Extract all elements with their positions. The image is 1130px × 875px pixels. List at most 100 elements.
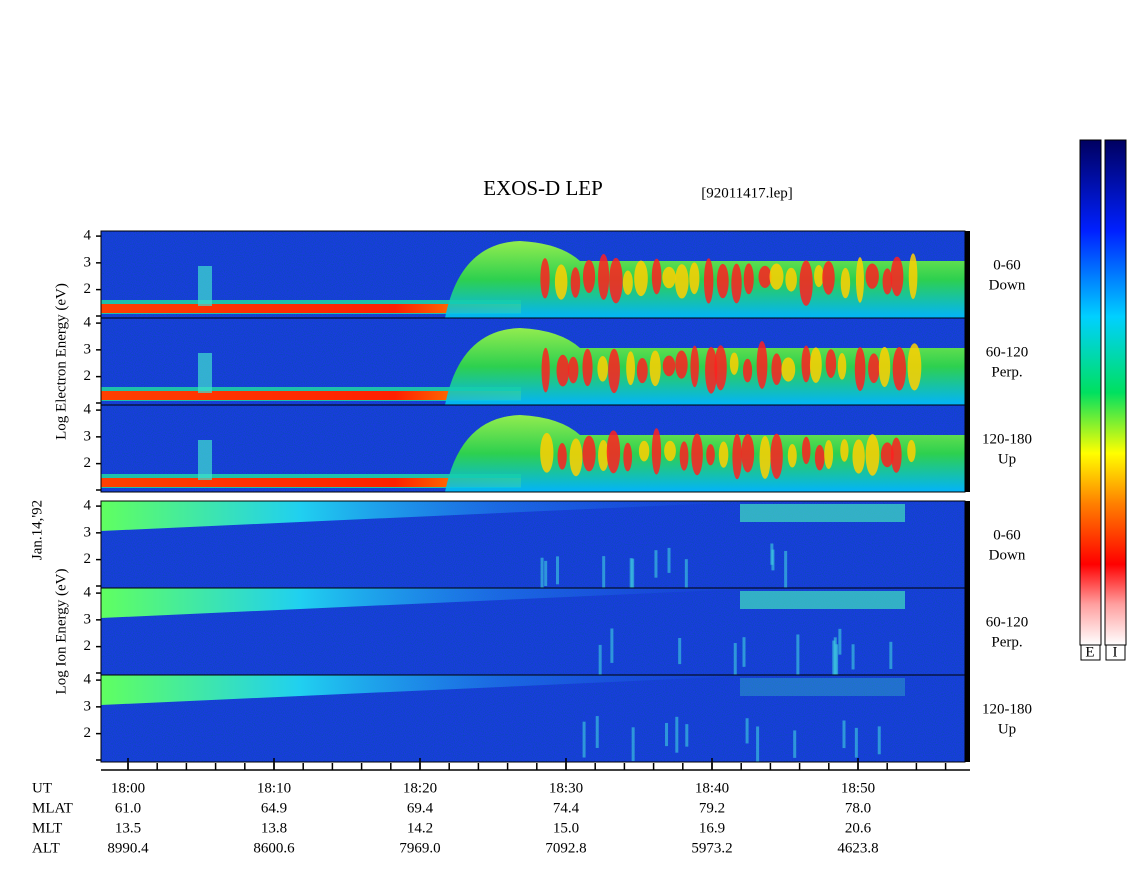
spectrogram-blob (540, 432, 554, 473)
spectrogram-streak (685, 724, 689, 747)
spectrogram-blob (732, 433, 742, 480)
panel-label: Up (998, 451, 1016, 467)
row-label: MLT (32, 820, 62, 836)
spectrogram-blob (781, 357, 796, 382)
spectrogram-blob (756, 341, 768, 389)
panel-label: Perp. (991, 364, 1022, 380)
spectrogram-streak (602, 556, 606, 595)
spectrogram-blob (809, 347, 822, 383)
panel-edge (965, 588, 970, 675)
spectrogram-blob (718, 441, 729, 468)
row-label: MLAT (32, 800, 73, 816)
spectrogram-blob (742, 358, 753, 383)
x-tick-label: 18:00 (111, 780, 145, 796)
spectrogram-blob (582, 348, 593, 387)
spectrogram-blob (569, 438, 583, 477)
spectrogram-streak (598, 644, 602, 682)
panel-edge (965, 231, 970, 318)
spectrogram-streak (665, 722, 669, 747)
spectrogram-blob (662, 355, 676, 377)
spectrogram-streak (854, 727, 858, 758)
spectrogram-streak (793, 730, 797, 758)
spectrogram-blob (868, 353, 880, 384)
spectrogram-blob (908, 253, 918, 300)
x-axis-label: UT (32, 780, 52, 796)
row-value: 13.8 (261, 820, 287, 836)
y-tick-label: 3 (84, 341, 92, 357)
y-tick-label: 4 (84, 672, 92, 688)
panel-label: Down (989, 547, 1026, 563)
spectrogram-blob (598, 439, 609, 472)
spectrogram-blob (626, 351, 635, 386)
spectrogram-streak (631, 558, 635, 601)
row-value: 74.4 (553, 800, 580, 816)
spectrogram-streak (838, 628, 842, 655)
row-value: 78.0 (845, 800, 871, 816)
spectrogram-blob (758, 265, 772, 288)
spectrogram-blob (740, 504, 905, 522)
y-tick-label: 2 (84, 638, 92, 654)
spectrogram-blob (814, 265, 824, 288)
spectrogram-streak (684, 559, 688, 600)
panel-label: 0-60 (993, 257, 1021, 273)
spectrogram-blob (855, 257, 864, 303)
row-value: 20.6 (845, 820, 872, 836)
spectrogram-blob (675, 350, 688, 379)
spectrogram-blob (759, 435, 771, 479)
spectrogram-blob (743, 263, 754, 295)
spectrogram-blob (706, 444, 715, 466)
spectrogram-streak (877, 726, 881, 755)
spectrogram-blob (825, 349, 837, 379)
spectrogram-blob (556, 354, 570, 387)
spectrogram-streak (784, 550, 788, 593)
spectrogram-streak (832, 640, 836, 682)
spectrogram-blob (771, 353, 782, 386)
spectrogram-streak (610, 628, 614, 663)
spectrogram-blob (582, 435, 596, 472)
y-tick-label: 3 (84, 698, 92, 714)
colorbar-box (1105, 644, 1126, 661)
spectrogram-blob (675, 264, 689, 299)
spectrogram-blob (608, 348, 620, 394)
spectrogram-blob (907, 439, 916, 463)
spectrogram-streak (733, 643, 737, 676)
spectrogram-blob (606, 430, 621, 474)
spectrogram-blob (651, 258, 662, 295)
spectrogram-blob (878, 346, 891, 388)
spectrogram-band (101, 501, 765, 531)
spectrogram-streak (842, 720, 846, 749)
spectrogram-blob (890, 256, 904, 297)
row-value: 79.2 (699, 800, 725, 816)
colorbar-label: E (1085, 644, 1094, 660)
spectrogram-blob (716, 263, 729, 299)
spectrogram-blob (891, 437, 902, 473)
colorbar-label: I (1113, 644, 1118, 660)
spectrogram-blob (636, 357, 648, 384)
spectrogram-blob (597, 356, 608, 382)
y-axis-label: Log Ion Energy (eV) (53, 569, 69, 695)
spectrogram-streak (540, 557, 544, 600)
spectrogram-blob (769, 263, 784, 290)
x-tick-label: 18:20 (403, 780, 437, 796)
panel-label: 60-120 (986, 344, 1029, 360)
spectrogram-blob (852, 439, 865, 474)
spectrogram-blob (880, 442, 894, 468)
spectrogram-blob (634, 260, 648, 297)
y-tick-label: 2 (84, 455, 92, 471)
panel-edge (965, 405, 970, 492)
row-value: 13.5 (115, 820, 141, 836)
y-tick-label: 3 (84, 611, 92, 627)
spectrogram-blob (554, 264, 568, 300)
spectrogram-blob (690, 345, 699, 388)
spectrogram-blob (729, 352, 739, 375)
y-tick-label: 4 (84, 228, 92, 244)
y-tick-label: 4 (84, 498, 92, 514)
x-tick-label: 18:30 (549, 780, 583, 796)
spectrogram-streak (582, 721, 586, 758)
spectrogram-blob (623, 442, 633, 472)
y-tick-label: 2 (84, 551, 92, 567)
spectrogram-blob (679, 441, 689, 471)
spectrogram-streak (631, 727, 635, 762)
spectrogram-blob (689, 262, 700, 295)
